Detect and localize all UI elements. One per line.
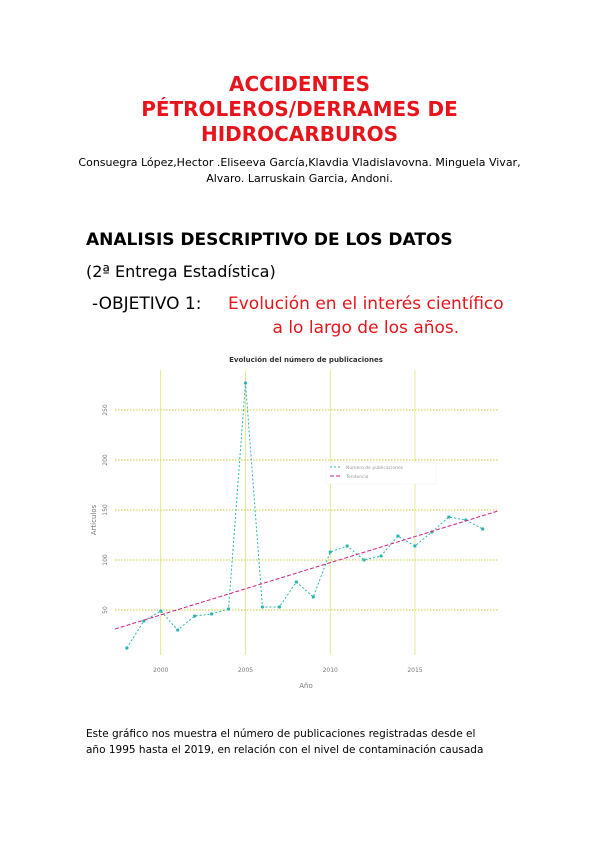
- x-axis-label: Año: [299, 682, 313, 690]
- x-tick-label: 2010: [323, 667, 338, 674]
- y-axis-label: Artículos: [90, 504, 98, 535]
- data-point: [379, 554, 383, 558]
- data-point: [447, 515, 451, 519]
- data-point: [311, 595, 315, 599]
- title-line: ACCIDENTES: [229, 72, 370, 96]
- data-point: [277, 605, 281, 609]
- objective: -OBJETIVO 1:: [92, 292, 201, 316]
- series-line: [126, 382, 483, 649]
- author-line: Consuegra López,Hector .Eliseeva García,…: [78, 156, 521, 169]
- data-point: [125, 646, 129, 650]
- data-point: [362, 558, 366, 562]
- legend-box: [325, 461, 437, 485]
- body-text: Este gráfico nos muestra el número de pu…: [86, 726, 483, 758]
- title: ACCIDENTES PÉTROLEROS/DERRAMES DE HIDROC…: [0, 72, 599, 147]
- body-line: Este gráfico nos muestra el número de pu…: [86, 728, 476, 740]
- legend-label: Tendencia: [345, 474, 369, 480]
- legend-label: Número de publicaciones: [346, 464, 404, 471]
- objective-line: a lo largo de los años.: [272, 318, 460, 338]
- x-tick-label: 2000: [153, 667, 168, 674]
- y-tick-label: 50: [102, 606, 109, 614]
- objective-label: -OBJETIVO 1:: [92, 294, 202, 314]
- data-point: [176, 628, 180, 632]
- data-point: [159, 609, 163, 613]
- y-tick-label: 150: [102, 504, 109, 516]
- data-point: [193, 614, 197, 618]
- data-point: [345, 544, 349, 548]
- objective-line: Evolución en el interés científico: [228, 294, 504, 314]
- data-point: [209, 612, 214, 616]
- data-point: [413, 544, 417, 548]
- data-point: [260, 605, 265, 609]
- data-point: [294, 580, 298, 584]
- data-point: [396, 534, 400, 538]
- objective-text: Evolución en el interés científico a lo …: [228, 292, 504, 340]
- data-point: [481, 527, 485, 531]
- body-line: año 1995 hasta el 2019, en relación con …: [86, 744, 484, 756]
- heading: ANALISIS DESCRIPTIVO DE LOS DATOS: [86, 230, 453, 250]
- authors: Consuegra López,Hector .Eliseeva García,…: [0, 155, 599, 187]
- title-line: PÉTROLEROS/DERRAMES DE: [141, 97, 458, 121]
- data-point: [243, 381, 248, 385]
- author-line: Alvaro. Larruskain Garcia, Andoni.: [206, 172, 393, 185]
- x-tick-label: 2015: [407, 667, 422, 674]
- y-tick-label: 200: [102, 454, 109, 466]
- y-tick-label: 250: [102, 404, 109, 416]
- chart-title: Evolución del número de publicaciones: [229, 356, 383, 364]
- chart: Evolución del número de publicaciones Añ…: [90, 356, 499, 690]
- title-line: HIDROCARBUROS: [200, 122, 399, 146]
- data-point: [226, 607, 231, 611]
- subheading: (2ª Entrega Estadística): [86, 262, 276, 281]
- y-tick-label: 100: [102, 554, 109, 566]
- x-tick-label: 2005: [238, 667, 253, 674]
- data-point: [328, 550, 332, 554]
- series-line: [114, 510, 499, 630]
